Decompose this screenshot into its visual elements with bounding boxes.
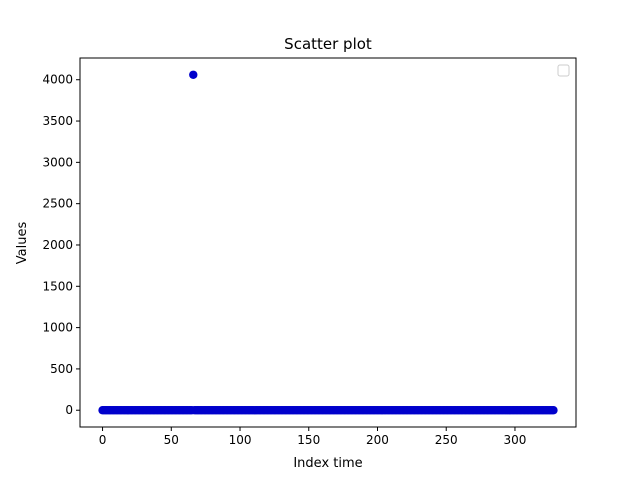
y-tick-label: 4000 xyxy=(42,73,73,87)
y-tick-label: 500 xyxy=(50,362,73,376)
y-tick-label: 2000 xyxy=(42,238,73,252)
x-tick-label: 250 xyxy=(435,433,458,447)
y-tick-label: 0 xyxy=(65,403,73,417)
y-tick-label: 3500 xyxy=(42,114,73,128)
data-points xyxy=(98,70,558,415)
legend xyxy=(557,64,570,77)
x-tick-label: 50 xyxy=(164,433,179,447)
data-point xyxy=(549,406,558,415)
x-tick-label: 300 xyxy=(504,433,527,447)
y-tick-label: 1500 xyxy=(42,279,73,293)
x-axis-label: Index time xyxy=(293,456,362,471)
x-tick-label: 0 xyxy=(99,433,107,447)
chart-title: Scatter plot xyxy=(284,35,372,53)
y-axis-label: Values xyxy=(15,222,30,265)
y-tick-label: 3000 xyxy=(42,155,73,169)
x-tick-label: 100 xyxy=(229,433,252,447)
y-axis: 0 500 1000 1500 2000 2500 3000 3500 4000 xyxy=(42,73,80,417)
y-tick-label: 2500 xyxy=(42,197,73,211)
data-point-outlier xyxy=(189,70,198,79)
x-tick-label: 200 xyxy=(366,433,389,447)
x-axis: 0 50 100 150 200 250 300 xyxy=(99,427,527,447)
legend-box xyxy=(557,64,570,77)
plot-frame xyxy=(79,57,577,428)
x-tick-label: 150 xyxy=(297,433,320,447)
y-tick-label: 1000 xyxy=(42,321,73,335)
plot-area xyxy=(79,57,577,428)
